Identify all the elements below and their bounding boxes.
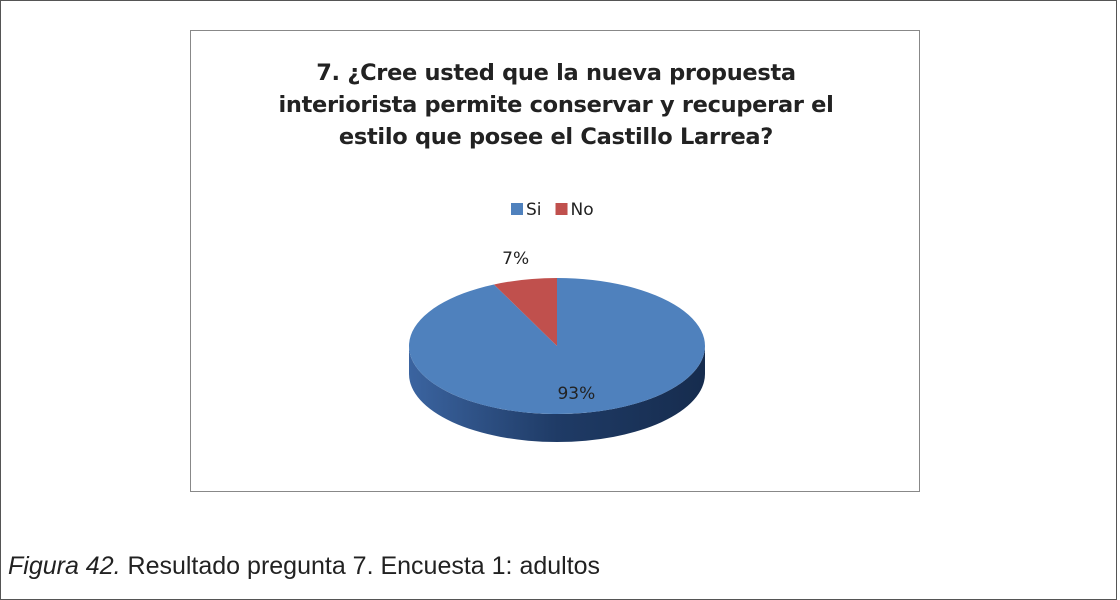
caption-text: Resultado pregunta 7. Encuesta 1: adulto…: [127, 552, 601, 580]
chart-box: 7. ¿Cree usted que la nueva propuesta in…: [190, 30, 920, 492]
figure-caption: Figura 42. Resultado pregunta 7. Encuest…: [8, 552, 600, 581]
caption-label: Figura 42.: [8, 552, 121, 580]
legend-label: Si: [526, 200, 542, 220]
pie-slice: [408, 278, 705, 414]
pie-side: [409, 346, 705, 442]
chart: 93% 7% Si No: [408, 200, 705, 442]
chart-title: 7. ¿Cree usted que la nueva propuesta in…: [278, 60, 834, 150]
data-label: 7%: [502, 249, 529, 269]
pie-slice: [493, 278, 557, 346]
legend-swatch: [555, 203, 568, 215]
legend-swatch: [511, 203, 523, 215]
legend-label: No: [571, 200, 594, 220]
data-label: 93%: [557, 384, 595, 404]
